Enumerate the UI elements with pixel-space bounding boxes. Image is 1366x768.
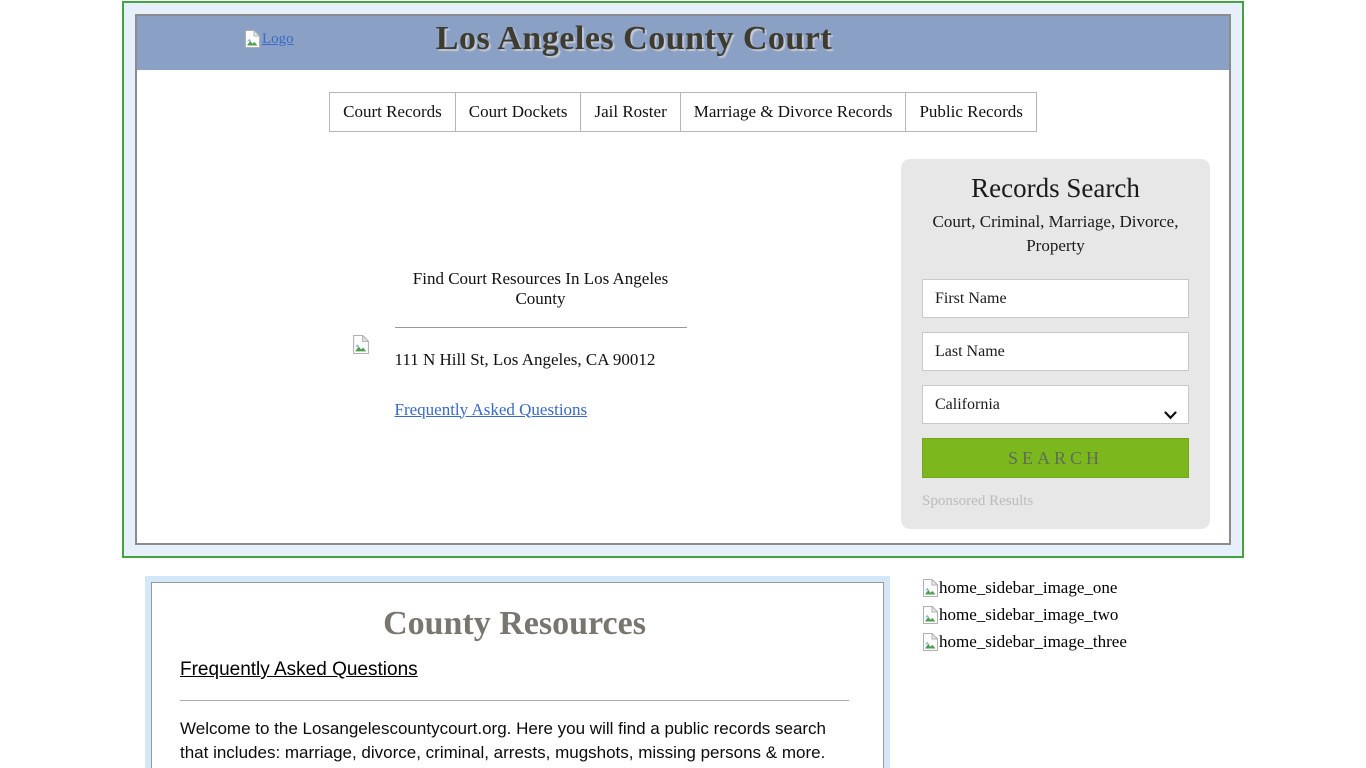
page-title: Los Angeles County Court (435, 20, 833, 57)
logo-link[interactable]: Logo (244, 30, 294, 48)
broken-image-icon (922, 579, 938, 597)
divider (394, 326, 687, 328)
intro-title: Find Court Resources In Los Angeles Coun… (412, 268, 669, 308)
site-header: Logo Los Angeles County Court (137, 16, 1229, 70)
site-frame: Logo Los Angeles County Court Court Reco… (122, 1, 1244, 558)
main-nav: Court Records Court Dockets Jail Roster … (329, 92, 1037, 132)
divider (180, 700, 849, 701)
search-panel-title: Records Search (971, 173, 1140, 203)
sidebar-broken-image: home_sidebar_image_three (922, 632, 1127, 652)
bottom-section: County Resources Frequently Asked Questi… (145, 576, 1366, 768)
sidebar-image-alt: home_sidebar_image_three (939, 632, 1127, 651)
court-address: 111 N Hill St, Los Angeles, CA 90012 (394, 349, 656, 369)
main-site-box: Logo Los Angeles County Court Court Reco… (135, 14, 1231, 545)
first-name-input[interactable] (922, 279, 1189, 318)
sidebar-broken-image: home_sidebar_image_one (922, 578, 1127, 598)
last-name-input[interactable] (922, 332, 1189, 371)
nav-tab-marriage-divorce-records[interactable]: Marriage & Divorce Records (679, 93, 906, 131)
nav-tab-jail-roster[interactable]: Jail Roster (580, 93, 679, 131)
resources-faq-link[interactable]: Frequently Asked Questions (180, 659, 418, 680)
resources-welcome-text: Welcome to the Losangelescountycourt.org… (180, 717, 849, 768)
state-select[interactable]: California (922, 385, 1189, 424)
county-resources-box: County Resources Frequently Asked Questi… (145, 576, 890, 768)
records-search-panel: Records Search Court, Criminal, Marriage… (901, 159, 1210, 529)
home-sidebar-images: home_sidebar_image_one home_sidebar_imag… (922, 576, 1127, 652)
welcome-sentence: Welcome to the Losangelescountycourt.org… (180, 719, 827, 762)
sidebar-image-alt: home_sidebar_image_two (939, 605, 1119, 624)
broken-image-icon (922, 633, 938, 651)
sidebar-broken-image: home_sidebar_image_two (922, 605, 1127, 625)
broken-image-icon (922, 606, 938, 624)
search-button[interactable]: SEARCH (922, 438, 1189, 478)
search-panel-subtitle: Court, Criminal, Marriage, Divorce, Prop… (932, 212, 1179, 255)
nav-tab-public-records[interactable]: Public Records (905, 93, 1035, 131)
county-resources-title: County Resources (383, 605, 646, 642)
sidebar-image-alt: home_sidebar_image_one (939, 578, 1118, 597)
broken-image-icon (352, 334, 369, 354)
content-row: Find Court Resources In Los Angeles Coun… (137, 159, 1229, 529)
faq-link[interactable]: Frequently Asked Questions (394, 399, 588, 419)
intro-area: Find Court Resources In Los Angeles Coun… (137, 269, 901, 420)
nav-tab-court-records[interactable]: Court Records (343, 102, 442, 121)
sponsored-results-note: Sponsored Results (922, 493, 1034, 509)
nav-tab-court-dockets[interactable]: Court Dockets (454, 93, 581, 131)
logo-alt-text: Logo (262, 30, 294, 47)
broken-image-icon (244, 30, 260, 48)
